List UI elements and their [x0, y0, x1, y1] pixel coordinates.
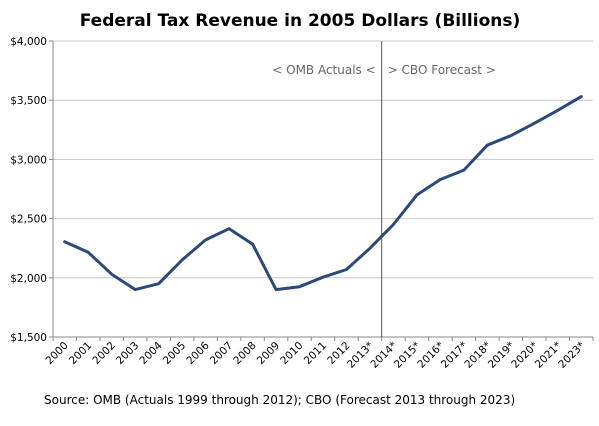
y-tick-label: $2,500 — [10, 214, 47, 226]
data-point — [462, 168, 466, 172]
x-tick-label: 2004 — [137, 339, 165, 367]
data-point — [415, 193, 419, 197]
x-tick-label: 2000 — [43, 340, 70, 367]
data-point — [63, 240, 66, 243]
y-tick-labels: $1,500 $2,000 $2,500 $3,000 $3,500 $4,000 — [10, 36, 47, 344]
x-tick-label: 2009 — [255, 340, 282, 367]
x-tick-label: 2002 — [90, 340, 117, 367]
x-tick-label: 2007 — [208, 340, 235, 367]
data-point — [87, 251, 90, 254]
series — [63, 95, 583, 292]
data-point — [110, 273, 113, 276]
x-tick-label: 2008 — [231, 340, 258, 367]
data-point — [157, 282, 160, 285]
gridlines — [53, 40, 593, 279]
data-point — [133, 288, 137, 291]
y-tick-label: $4,000 — [10, 36, 47, 48]
x-tick-label: 2005 — [161, 340, 188, 367]
data-point — [251, 242, 254, 246]
x-tick-label: 2023* — [556, 340, 587, 371]
chart-title: Federal Tax Revenue in 2005 Dollars (Bil… — [80, 11, 521, 31]
y-tick-label: $2,000 — [10, 273, 47, 285]
source-note: Source: OMB (Actuals 1999 through 2012);… — [44, 393, 515, 407]
data-point — [345, 268, 348, 271]
data-point — [321, 276, 325, 279]
y-tick-label: $1,500 — [10, 332, 47, 344]
data-point — [180, 258, 184, 262]
data-point — [509, 134, 513, 137]
omb-actuals-annotation: < OMB Actuals < — [272, 63, 375, 77]
data-point — [439, 178, 442, 181]
data-point — [392, 223, 395, 226]
data-point — [533, 122, 536, 125]
x-tick-label: 2003 — [114, 340, 141, 367]
x-tick-label: 2006 — [184, 339, 212, 367]
y-tick-label: $3,500 — [10, 95, 47, 107]
data-point — [580, 95, 583, 98]
axes — [49, 40, 594, 341]
data-point — [274, 288, 278, 291]
data-point — [368, 247, 372, 250]
data-point — [486, 143, 489, 147]
series-line — [63, 95, 583, 292]
data-point — [556, 109, 559, 112]
data-point — [227, 227, 231, 230]
y-tick-label: $3,000 — [10, 154, 47, 166]
data-point — [298, 285, 301, 288]
x-tick-label: 2001 — [67, 340, 94, 367]
x-tick-label: 2010 — [278, 340, 305, 367]
x-tick-labels: 2000200120022003200420052006200720082009… — [43, 339, 587, 370]
data-point — [204, 238, 207, 242]
x-tick-label: 2011 — [302, 340, 329, 367]
cbo-forecast-annotation: > CBO Forecast > — [388, 63, 496, 77]
